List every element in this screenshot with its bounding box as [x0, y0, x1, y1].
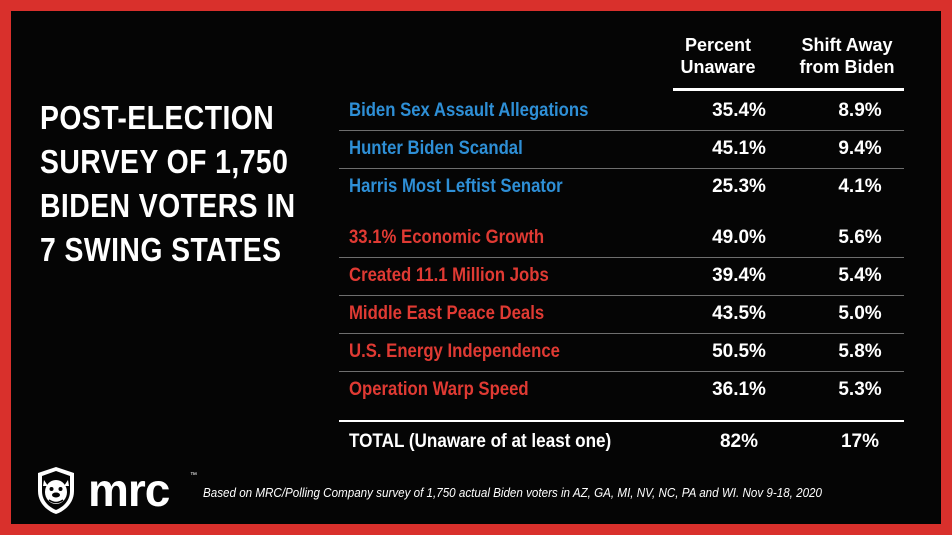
table-row: U.S. Energy Independence 50.5% 5.8% [339, 333, 904, 372]
row-label: Hunter Biden Scandal [349, 138, 523, 159]
row-label: Biden Sex Assault Allegations [349, 100, 589, 121]
row-shift-away: 5.8% [838, 341, 882, 362]
row-shift-away: 5.3% [838, 379, 882, 400]
header-line: Shift Away [801, 35, 893, 55]
total-divider [339, 420, 904, 422]
table-row: Middle East Peace Deals 43.5% 5.0% [339, 295, 904, 334]
mrc-logo: mrc ™ [30, 464, 200, 516]
table-row: Harris Most Leftist Senator 25.3% 4.1% [339, 168, 904, 206]
total-unaware: 82% [719, 431, 759, 452]
title-line: 7 SWING STATES [40, 231, 282, 268]
header-shift-away: Shift Away from Biden [792, 34, 902, 78]
row-shift-away: 5.4% [838, 265, 882, 286]
infographic-panel [11, 11, 941, 524]
table-row: Biden Sex Assault Allegations 35.4% 8.9% [339, 92, 904, 131]
row-label: Middle East Peace Deals [349, 303, 545, 324]
total-label: TOTAL (Unaware of at least one) [349, 431, 611, 453]
header-divider [673, 88, 904, 91]
row-percent-unaware: 25.3% [712, 176, 766, 197]
title-line: POST-ELECTION [40, 99, 275, 136]
row-label: Harris Most Leftist Senator [349, 176, 563, 197]
title-line: BIDEN VOTERS IN [40, 187, 296, 224]
total-label-bold: TOTAL [349, 431, 405, 452]
row-shift-away: 4.1% [838, 176, 882, 197]
row-shift-away: 9.4% [838, 138, 882, 159]
logo-trademark: ™ [190, 472, 197, 479]
header-percent-unaware: Percent Unaware [668, 34, 768, 78]
row-percent-unaware: 36.1% [712, 379, 766, 400]
row-percent-unaware: 49.0% [712, 227, 766, 248]
total-shift: 17% [840, 431, 880, 452]
row-label: 33.1% Economic Growth [349, 227, 545, 248]
table-row: Created 11.1 Million Jobs 39.4% 5.4% [339, 257, 904, 296]
row-percent-unaware: 39.4% [712, 265, 766, 286]
table-row: Hunter Biden Scandal 45.1% 9.4% [339, 130, 904, 169]
row-shift-away: 5.0% [838, 303, 882, 324]
total-label-rest: (Unaware of at least one) [404, 431, 612, 452]
row-percent-unaware: 50.5% [712, 341, 766, 362]
row-shift-away: 5.6% [838, 227, 882, 248]
header-line: from Biden [799, 57, 895, 77]
logo-text: mrc [88, 464, 170, 516]
row-label: U.S. Energy Independence [349, 341, 560, 362]
total-row: TOTAL (Unaware of at least one) 82% 17% [339, 423, 904, 461]
header-line: Unaware [680, 57, 756, 77]
title-line: SURVEY OF 1,750 [40, 143, 289, 180]
bulldog-icon [38, 467, 74, 514]
page-title: POST-ELECTION SURVEY OF 1,750 BIDEN VOTE… [40, 96, 298, 272]
row-percent-unaware: 35.4% [712, 100, 766, 121]
row-shift-away: 8.9% [838, 100, 882, 121]
header-line: Percent [684, 35, 752, 55]
row-percent-unaware: 45.1% [712, 138, 766, 159]
table-row: Operation Warp Speed 36.1% 5.3% [339, 371, 904, 409]
row-label: Operation Warp Speed [349, 379, 529, 400]
row-label: Created 11.1 Million Jobs [349, 265, 549, 286]
row-percent-unaware: 43.5% [712, 303, 766, 324]
footnote: Based on MRC/Polling Company survey of 1… [203, 486, 822, 500]
table-row: 33.1% Economic Growth 49.0% 5.6% [339, 219, 904, 258]
